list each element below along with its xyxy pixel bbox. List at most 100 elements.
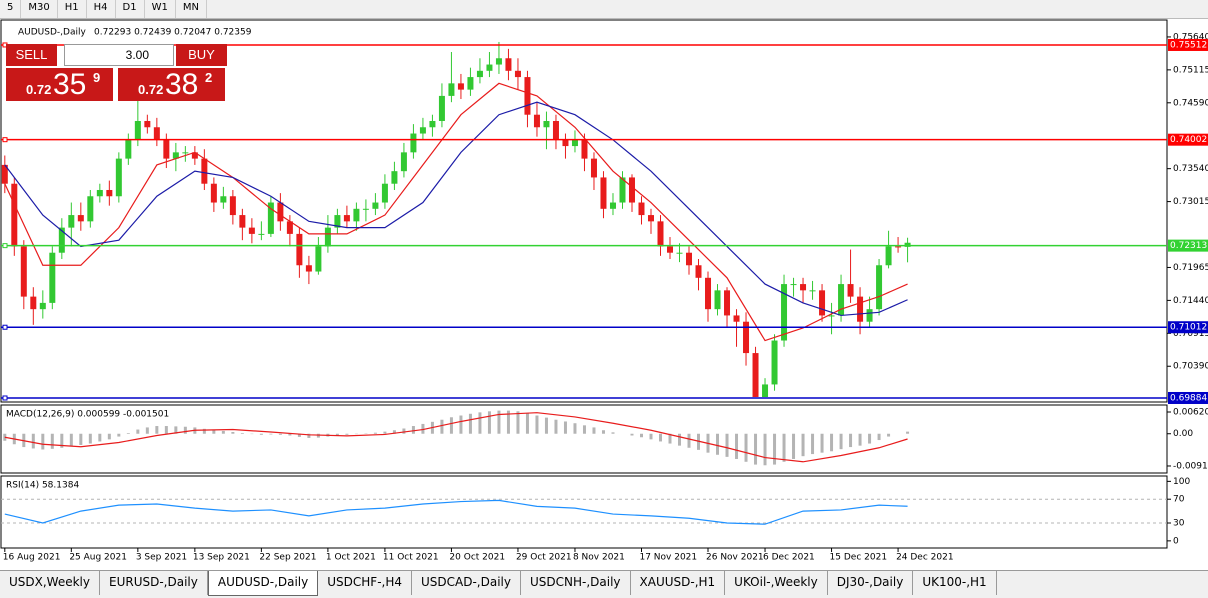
level-label: 0.71012 — [1170, 323, 1207, 333]
level-handle — [2, 243, 8, 249]
x-tick-label: 3 Sep 2021 — [136, 553, 187, 563]
candle-body — [11, 183, 18, 247]
timeframe-button[interactable]: MN — [176, 0, 207, 18]
x-tick-label: 6 Dec 2021 — [763, 553, 815, 563]
chart-tab[interactable]: AUDUSD-,Daily — [207, 571, 319, 596]
chart-tab[interactable]: DJ30-,Daily — [828, 571, 914, 595]
timeframe-button[interactable]: D1 — [116, 0, 145, 18]
x-tick-label: 26 Nov 2021 — [706, 553, 764, 563]
candle-body — [267, 202, 274, 234]
level-tag — [1168, 391, 1208, 404]
candle-body — [277, 202, 284, 222]
volume: 3.00 — [125, 48, 149, 62]
candle-body — [400, 152, 407, 172]
buy-button[interactable]: BUY — [176, 44, 227, 66]
timeframe-button[interactable]: H1 — [58, 0, 87, 18]
x-tick-label: 17 Nov 2021 — [639, 553, 697, 563]
price-sup: 2 — [205, 70, 213, 85]
chart-tab[interactable]: USDCAD-,Daily — [412, 571, 521, 595]
candle-body — [609, 202, 616, 209]
level-label: 0.74002 — [1170, 135, 1207, 145]
timeframe-toolbar: 5 M30 H1 H4 D1 W1 MN — [0, 0, 1208, 19]
y-tick-label: 0.73015 — [1173, 197, 1208, 207]
volume-input[interactable]: 3.00 — [64, 44, 174, 66]
sell-price[interactable]: 0.72 35 9 — [6, 68, 113, 101]
candle-body — [353, 208, 360, 222]
x-tick-label: 1 Oct 2021 — [326, 553, 376, 563]
indicator-line — [4, 82, 908, 342]
candle-body — [695, 265, 702, 278]
chart-tab[interactable]: UK100-,H1 — [913, 571, 997, 595]
ohlc-readout: 0.72293 0.72439 0.72047 0.72359 — [94, 28, 252, 38]
level-label: 0.69884 — [1170, 393, 1207, 403]
timeframe-button[interactable]: 5 — [0, 0, 22, 18]
sell-button[interactable]: SELL — [6, 44, 57, 66]
chart-tab[interactable]: USDCNH-,Daily — [521, 571, 631, 595]
candle-body — [172, 152, 179, 159]
candle-body — [125, 139, 132, 159]
x-tick-label: 20 Oct 2021 — [449, 553, 505, 563]
chart-tab[interactable]: UKOil-,Weekly — [725, 571, 828, 595]
candle-body — [581, 139, 588, 159]
candle-body — [552, 120, 559, 140]
candle-body — [543, 120, 550, 128]
candle-body — [201, 158, 208, 184]
candle-body — [533, 114, 540, 128]
level-handle — [2, 137, 8, 143]
candle-body — [895, 246, 902, 248]
level-handle — [2, 395, 8, 401]
candle-body — [96, 189, 103, 197]
candle-body — [762, 384, 769, 397]
candle-body — [258, 233, 265, 235]
y-tick-label: 0.73540 — [1173, 164, 1208, 174]
y-tick-label: 0.75115 — [1173, 65, 1208, 75]
buy-price[interactable]: 0.72 38 2 — [118, 68, 225, 101]
candle-body — [134, 120, 141, 140]
chart-tab[interactable]: XAUUSD-,H1 — [631, 571, 726, 595]
candle-body — [144, 120, 151, 128]
candle-body — [448, 83, 455, 96]
chart-tab[interactable]: USDCHF-,H4 — [318, 571, 412, 595]
x-tick-label: 22 Sep 2021 — [259, 553, 316, 563]
candle-body — [714, 290, 721, 310]
indicator-line — [4, 412, 908, 463]
candle-body — [800, 284, 807, 291]
candle-body — [372, 202, 379, 209]
y-tick-label: 0.006201 — [1173, 408, 1208, 418]
timeframe-button[interactable]: M30 — [21, 0, 58, 18]
candle-body — [315, 246, 322, 272]
candle-body — [305, 265, 312, 272]
candle-body — [619, 177, 626, 203]
candle-body — [39, 302, 46, 310]
indicator-title: RSI(14) 58.1384 — [6, 481, 79, 491]
candle-body — [790, 284, 797, 286]
x-tick-label: 11 Oct 2021 — [383, 553, 439, 563]
candle-body — [106, 189, 113, 197]
candle-body — [1, 164, 8, 184]
timeframe-button[interactable]: W1 — [145, 0, 176, 18]
level-tag — [1168, 239, 1208, 252]
chart-tab[interactable]: USDX,Weekly — [0, 571, 100, 595]
chart-tab[interactable]: EURUSD-,Daily — [100, 571, 208, 595]
candle-body — [838, 284, 845, 316]
chart-title: AUDUSD-,Daily — [18, 28, 86, 38]
level-label: 0.72313 — [1170, 241, 1207, 251]
candle-body — [562, 139, 569, 147]
candle-body — [429, 120, 436, 128]
candle-body — [324, 227, 331, 247]
candle-body — [153, 127, 160, 140]
x-tick-label: 29 Oct 2021 — [516, 553, 572, 563]
candle-body — [733, 315, 740, 322]
candle-body — [904, 242, 911, 247]
y-tick-label: 0.70390 — [1173, 362, 1208, 372]
candle-body — [686, 252, 693, 266]
candle-body — [49, 252, 56, 303]
one-click-panel: SELL 3.00 BUY 0.72 35 9 0.72 38 2 — [6, 44, 228, 102]
price-main: 38 — [165, 68, 199, 101]
candle-body — [68, 215, 75, 228]
timeframe-button[interactable]: H4 — [87, 0, 116, 18]
candle-body — [600, 177, 607, 209]
candle-body — [58, 227, 65, 253]
chart-tabs: USDX,Weekly EURUSD-,Daily AUDUSD-,Daily USD… — [0, 570, 1208, 598]
level-handle — [2, 324, 8, 330]
